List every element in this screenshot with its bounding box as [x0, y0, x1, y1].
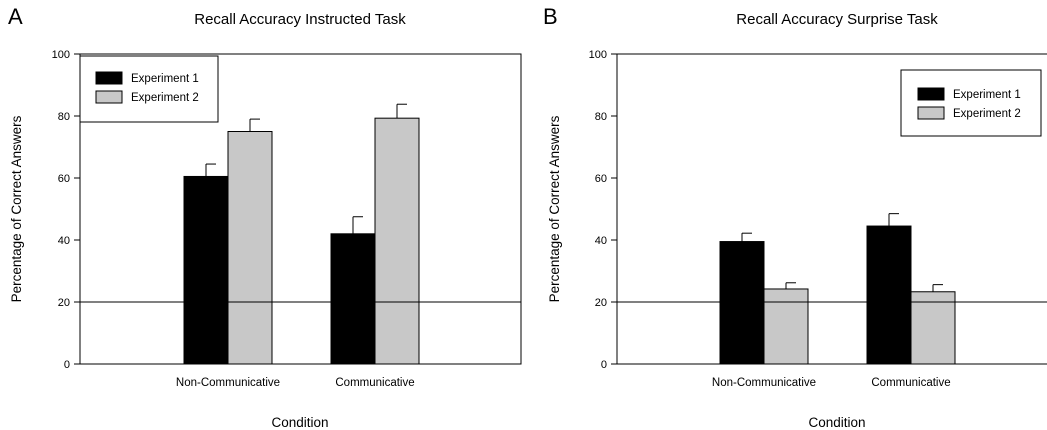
panel-b-legend-box	[900, 69, 1042, 137]
panel-a-ytick-label: 0	[64, 359, 70, 371]
panel-a-category-label: Non-Communicative	[176, 377, 280, 389]
panel-a-legend-swatch-experiment-2	[95, 90, 123, 104]
panel-a-title: Recall Accuracy Instructed Task	[194, 11, 406, 28]
panel-b-ytick-label: 100	[589, 49, 607, 61]
panel-a-bar-experiment-1-communicative	[330, 233, 376, 365]
panel-b-legend-swatch-experiment-2	[917, 106, 945, 120]
panel-b-bar-experiment-2-communicative	[910, 291, 956, 365]
panel-b-category-label: Non-Communicative	[712, 377, 816, 389]
panel-b-legend-label-experiment-2: Experiment 2	[953, 108, 1021, 120]
panel-b-ytick-label: 40	[595, 235, 607, 247]
panel-b-ytick-label: 80	[595, 111, 607, 123]
panel-b-legend-label-experiment-1: Experiment 1	[953, 89, 1021, 101]
panel-a-bar-experiment-1-non-communicative	[183, 175, 229, 365]
panel-a-legend-box	[79, 55, 219, 123]
panel-b-ytick-label: 0	[601, 359, 607, 371]
panel-b-legend: Experiment 1 Experiment 2	[900, 69, 1042, 137]
panel-b-bar-experiment-1-communicative	[866, 225, 912, 365]
panel-a-plot-frame	[79, 53, 522, 365]
panel-a-legend-label-experiment-2: Experiment 2	[131, 92, 199, 104]
panel-a-legend-label-experiment-1: Experiment 1	[131, 73, 199, 85]
panel-a-xlabel: Condition	[271, 415, 328, 430]
panel-a-ytick-label: 80	[58, 111, 70, 123]
panel-b-ytick-label: 20	[595, 297, 607, 309]
panel-a-plot: 0 20 40 60 80 100 Non-Communicative Communicati…	[52, 49, 521, 389]
panel-b-plot-frame	[616, 53, 1047, 365]
panel-b-title: Recall Accuracy Surprise Task	[736, 11, 938, 28]
panel-b-letter: B	[543, 4, 558, 29]
panel-b: B Recall Accuracy Surprise Task Conditio…	[543, 4, 1047, 430]
panel-b-ylabel: Percentage of Correct Answers	[547, 115, 562, 302]
panel-a-legend: Experiment 1 Experiment 2	[79, 55, 219, 123]
panel-b-xlabel: Condition	[808, 415, 865, 430]
panel-b-bar-experiment-1-non-communicative	[719, 241, 765, 365]
panel-a-ytick-label: 40	[58, 235, 70, 247]
panel-a-legend-swatch-experiment-1	[95, 71, 123, 85]
panel-a-bar-experiment-2-communicative	[374, 117, 420, 365]
panel-a-bar-experiment-2-non-communicative	[227, 131, 273, 365]
panel-a-ylabel: Percentage of Correct Answers	[9, 115, 24, 302]
panel-b-plot: 0 20 40 60 80 100 Non-Communicative Communicati…	[589, 49, 1047, 389]
panel-b-category-label: Communicative	[871, 377, 950, 389]
panel-a: A Recall Accuracy Instructed Task Condit…	[8, 4, 522, 430]
panel-a-ytick-label: 20	[58, 297, 70, 309]
panel-b-ytick-label: 60	[595, 173, 607, 185]
panel-a-category-label: Communicative	[335, 377, 414, 389]
panel-b-bar-experiment-2-non-communicative	[763, 288, 809, 365]
panel-a-letter: A	[8, 4, 23, 29]
panel-b-legend-swatch-experiment-1	[917, 87, 945, 101]
panel-a-ytick-label: 60	[58, 173, 70, 185]
panel-a-ytick-label: 100	[52, 49, 70, 61]
